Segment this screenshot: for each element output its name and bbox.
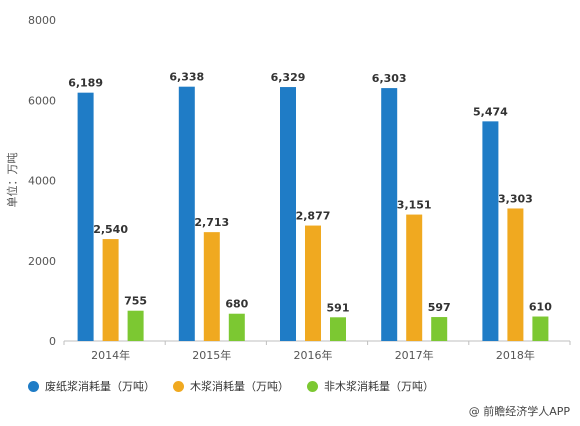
data-label: 2,713	[194, 216, 229, 229]
legend-label: 废纸浆消耗量（万吨）	[45, 380, 155, 393]
data-label: 591	[327, 301, 350, 314]
bar	[381, 88, 398, 341]
x-tick-label: 2017年	[395, 348, 434, 362]
bar	[431, 317, 448, 341]
bars	[77, 86, 549, 342]
x-tick-label: 2018年	[496, 348, 535, 362]
data-label: 2,540	[93, 223, 128, 236]
legend-item-waste-pulp: 废纸浆消耗量（万吨）	[28, 378, 155, 394]
x-tick-label: 2015年	[192, 348, 231, 362]
data-label: 3,303	[498, 192, 533, 205]
legend-label: 木浆消耗量（万吨）	[190, 380, 289, 393]
y-tick-label: 0	[49, 335, 56, 348]
data-labels: 6,189 2,540 755 6,338 2,713 680 6,329 2,877 591 6…	[68, 71, 552, 315]
legend: 废纸浆消耗量（万吨） 木浆消耗量（万吨） 非木浆消耗量（万吨）	[28, 378, 434, 394]
data-label: 597	[428, 301, 451, 314]
bar	[127, 310, 144, 341]
y-axis-label: 单位：万吨	[5, 153, 19, 208]
bar	[280, 87, 296, 341]
legend-marker	[307, 380, 318, 392]
bar	[532, 316, 549, 341]
bar	[203, 232, 220, 341]
data-label: 3,151	[397, 199, 432, 212]
axes: 0 2000 4000 6000 8000 2014年 2015年 2016年 2017年 201…	[28, 14, 571, 362]
legend-marker	[28, 380, 39, 392]
data-label: 6,329	[271, 71, 306, 84]
data-label: 6,189	[68, 77, 103, 90]
y-tick-label: 6000	[28, 94, 56, 107]
bar	[77, 92, 94, 341]
legend-item-non-wood-pulp: 非木浆消耗量（万吨）	[307, 378, 434, 394]
legend-label: 非木浆消耗量（万吨）	[324, 380, 434, 393]
data-label: 680	[225, 298, 248, 311]
legend-marker	[173, 380, 184, 392]
y-tick-label: 8000	[28, 14, 56, 27]
y-tick-label: 4000	[28, 175, 56, 188]
bar	[330, 317, 346, 341]
x-tick-label: 2014年	[91, 348, 130, 362]
bar	[507, 208, 524, 341]
y-tick-label: 2000	[28, 255, 56, 268]
bar	[482, 121, 499, 342]
bar	[305, 225, 321, 341]
data-label: 2,877	[296, 210, 331, 223]
bar	[102, 239, 119, 341]
bar	[178, 86, 195, 342]
data-label: 755	[124, 295, 147, 308]
data-label: 5,474	[473, 105, 508, 118]
data-label: 6,303	[372, 72, 407, 85]
x-tick-label: 2016年	[294, 348, 333, 362]
bar	[228, 313, 245, 341]
data-label: 610	[529, 301, 552, 314]
data-label: 6,338	[169, 71, 204, 84]
bar	[406, 214, 423, 341]
legend-item-wood-pulp: 木浆消耗量（万吨）	[173, 378, 289, 394]
source-credit: @ 前瞻经济学人APP	[468, 405, 570, 418]
